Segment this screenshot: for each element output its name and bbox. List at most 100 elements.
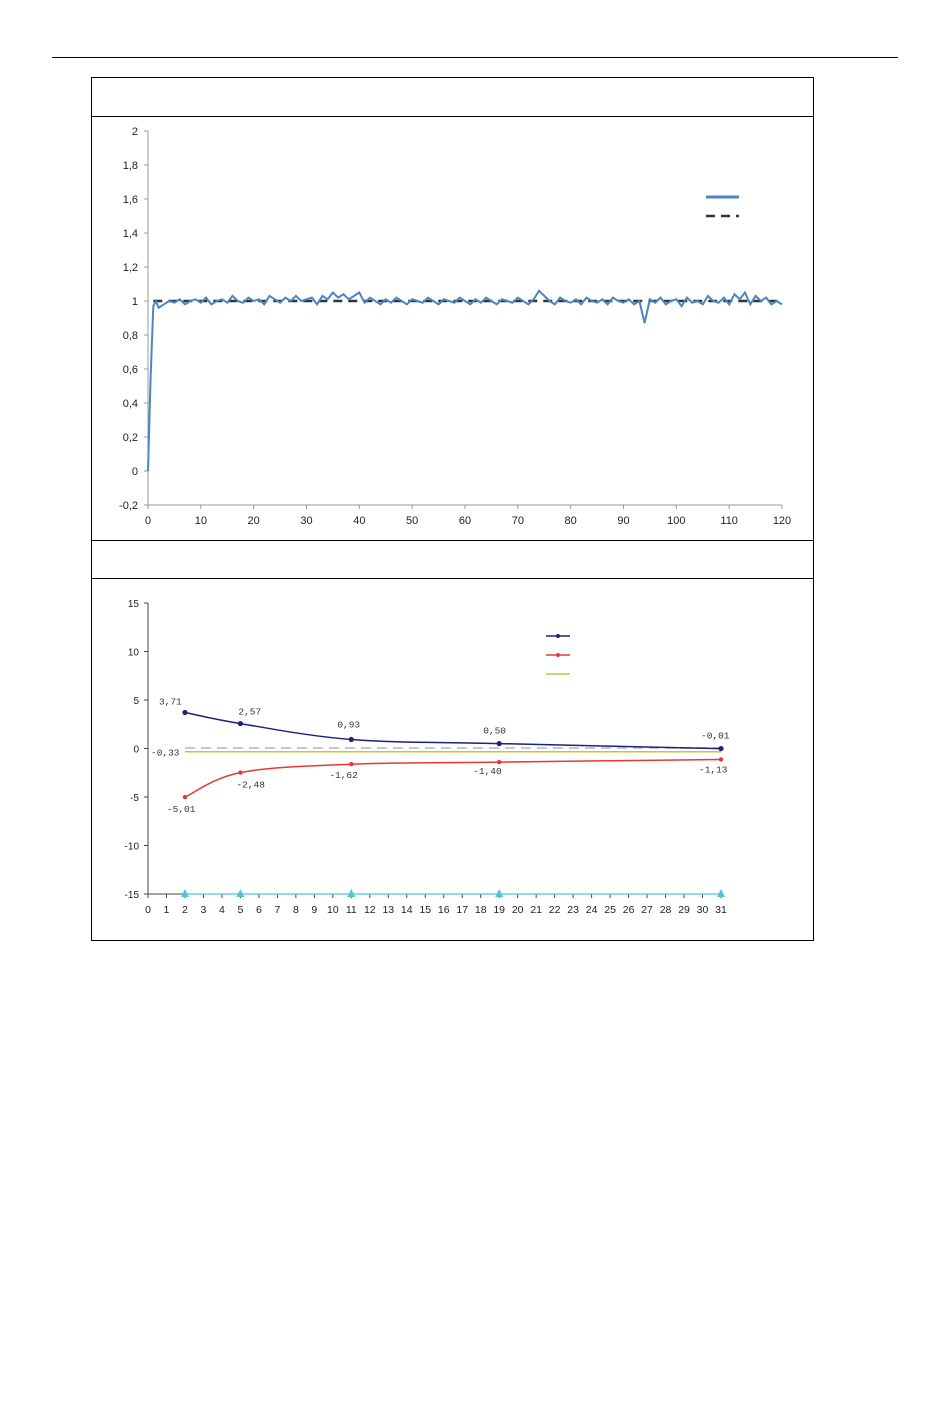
data-label-mean: -0,33	[151, 748, 180, 759]
x-tick-label: 2	[182, 904, 188, 916]
series-upper-point	[496, 741, 502, 747]
y-tick-label: 0,8	[123, 330, 138, 342]
data-label-lower: -1,40	[473, 766, 502, 777]
x-tick-label: 20	[512, 904, 524, 916]
x-tick-label: 0	[145, 904, 151, 916]
x-tick-label: 5	[237, 904, 243, 916]
series-lower-line	[184, 758, 722, 798]
series-lower-point	[182, 794, 188, 800]
x-tick-label: 13	[382, 904, 394, 916]
x-tick-label: 20	[248, 515, 260, 527]
series-upper-point	[182, 709, 188, 716]
y-tick-label: 1	[132, 296, 138, 308]
data-label-upper: 2,57	[238, 707, 261, 718]
x-tick-label: 60	[459, 515, 471, 527]
series-baseline-marker	[495, 889, 504, 897]
chart-convergence-ratio: -0,200,20,40,60,811,21,41,61,820 10 20 30 40…	[119, 126, 791, 527]
series-baseline-marker	[236, 889, 245, 897]
legend-marker-upper	[556, 634, 560, 638]
series-lower-point	[718, 757, 724, 762]
x-tick-label: 21	[530, 904, 542, 916]
x-tick-label: 30	[300, 515, 312, 527]
data-label-upper: 0,50	[483, 726, 506, 737]
series-baseline-marker	[717, 889, 725, 897]
y-tick-label: 5	[133, 696, 139, 707]
y-tick-label: 2	[132, 126, 138, 138]
x-tick-label: 16	[438, 904, 450, 916]
x-tick-label: 0	[145, 515, 151, 527]
series-lower-point	[349, 762, 354, 767]
y-tick-label: -15	[125, 890, 140, 901]
x-tick-label: 28	[660, 904, 672, 916]
x-tick-label: 30	[697, 904, 709, 916]
y-tick-label: 1,2	[123, 262, 138, 274]
y-tick-label: -0,2	[119, 500, 138, 512]
y-tick-label: 0	[132, 466, 138, 478]
series-measured-line	[147, 289, 783, 472]
x-tick-label: 19	[493, 904, 505, 916]
data-label-lower: -1,13	[699, 764, 728, 775]
x-tick-label: 18	[475, 904, 487, 916]
series-lower-point	[238, 770, 243, 775]
x-tick-label: 26	[623, 904, 635, 916]
y-tick-label: 1,6	[123, 194, 138, 206]
x-tick-label: 90	[617, 515, 629, 527]
series-baseline-marker	[347, 889, 356, 897]
x-tick-label: 9	[311, 904, 317, 916]
x-tick-label: 29	[678, 904, 690, 916]
x-tick-label: 8	[293, 904, 299, 916]
x-tick-label: 14	[401, 904, 413, 916]
chart-caption-row-2	[92, 540, 813, 579]
x-tick-label: 70	[512, 515, 524, 527]
x-tick-label: 1	[164, 904, 170, 916]
y-tick-label: 0,6	[123, 364, 138, 376]
y-tick-label: 0,2	[123, 432, 138, 444]
data-label-upper: -0,01	[701, 731, 730, 742]
data-label-upper: 3,71	[159, 697, 182, 708]
chart-caption-row-1	[92, 78, 813, 117]
figure-table: -0,2 0 0,2 0,4 0,6 0,8 1 1,2 1,4 1,6 1,8 2 0 10 20 30 40…	[91, 77, 814, 941]
x-tick-label: 6	[256, 904, 262, 916]
x-tick-label: 22	[549, 904, 561, 916]
x-tick-label: 17	[456, 904, 468, 916]
x-tick-label: 100	[667, 515, 685, 527]
x-tick-label: 50	[406, 515, 418, 527]
data-label-lower: -2,48	[236, 780, 265, 791]
x-tick-label: 24	[586, 904, 598, 916]
y-tick-label: 15	[128, 599, 140, 610]
x-tick-label: 27	[641, 904, 653, 916]
data-label-lower: -5,01	[167, 804, 196, 815]
x-tick-label: 31	[715, 904, 727, 916]
series-baseline-marker	[180, 889, 189, 897]
x-tick-label: 3	[201, 904, 207, 916]
x-tick-label: 4	[219, 904, 225, 916]
x-tick-label: 7	[274, 904, 280, 916]
series-lower-point	[496, 759, 502, 765]
y-tick-label: -10	[125, 842, 140, 853]
page-header-rule	[52, 57, 898, 58]
y-tick-label: -5	[130, 793, 139, 804]
x-tick-label: 25	[604, 904, 616, 916]
x-tick-label: 110	[720, 515, 738, 527]
y-tick-label: 1,4	[123, 228, 138, 240]
x-tick-label: 120	[773, 515, 791, 527]
y-tick-label: 10	[128, 648, 140, 659]
x-tick-label: 80	[565, 515, 577, 527]
data-label-upper: 0,93	[337, 719, 360, 730]
x-tick-label: 10	[327, 904, 339, 916]
x-tick-label: 12	[364, 904, 376, 916]
series-upper-point	[348, 736, 354, 743]
x-tick-label: 15	[419, 904, 431, 916]
x-tick-label: 23	[567, 904, 579, 916]
y-tick-label: 0	[133, 745, 139, 756]
series-upper-point	[718, 745, 724, 752]
y-tick-label: 0,4	[123, 398, 138, 410]
y-tick-label: 1,8	[123, 160, 138, 172]
chart-cell-2: -15 -10 -5 0 5 10 15 0 1 2 3 4 5 6 7 8 9 10 11 12 13 14 15 16 17…	[92, 579, 813, 941]
x-tick-label: 40	[353, 515, 365, 527]
x-tick-label: 11	[346, 904, 357, 916]
data-label-lower: -1,62	[329, 770, 358, 781]
chart-cell-1: -0,2 0 0,2 0,4 0,6 0,8 1 1,2 1,4 1,6 1,8 2 0 10 20 30 40…	[92, 117, 813, 540]
legend-marker-lower	[556, 653, 560, 657]
